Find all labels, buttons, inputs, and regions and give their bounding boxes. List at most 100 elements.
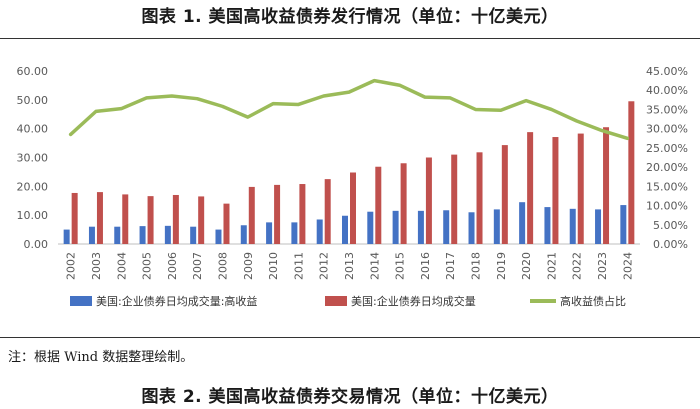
legend-swatch [325,296,347,306]
right-tick-label: 15.00% [646,180,688,193]
left-tick-label: 60.00 [17,65,49,78]
x-tick-label: 2007 [191,252,204,280]
bar-corporate-2010 [274,184,281,244]
line-high-yield-share [68,78,630,141]
bar-high-yield-2017 [443,210,450,244]
left-tick-label: 50.00 [17,94,49,107]
bar-corporate-2024 [628,101,635,245]
x-tick-label: 2014 [368,252,381,280]
bar-corporate-2004 [122,194,129,244]
bar-corporate-2015 [400,163,407,244]
bar-corporate-2011 [299,184,306,244]
bar-high-yield-2019 [493,209,500,244]
x-tick-label: 2003 [90,252,103,280]
right-tick-label: 45.00% [646,65,688,78]
x-tick-label: 2002 [65,252,78,280]
bar-corporate-2013 [350,172,356,244]
bar-corporate-2017 [451,154,458,244]
left-tick-label: 30.00 [17,152,49,165]
bar-corporate-2008 [223,203,230,244]
bar-corporate-2020 [527,132,534,244]
bottom-rule [0,337,700,338]
right-tick-label: 0.00% [653,238,688,251]
x-tick-label: 2019 [495,252,508,280]
bar-high-yield-2002 [63,229,70,244]
bar-high-yield-2005 [139,226,146,244]
top-rule [0,38,700,39]
bar-high-yield-2022 [569,208,576,244]
bar-high-yield-2012 [316,219,323,244]
bar-corporate-2009 [248,186,255,244]
x-tick-label: 2008 [216,252,229,280]
left-tick-label: 10.00 [17,209,49,222]
x-tick-label: 2011 [292,252,305,280]
bar-corporate-2016 [425,157,432,244]
bar-corporate-2018 [476,152,483,244]
x-tick-label: 2016 [419,252,432,280]
x-tick-label: 2020 [520,252,533,280]
x-tick-label: 2023 [596,252,609,280]
bar-high-yield-2020 [519,202,526,244]
x-tick-label: 2024 [621,252,634,280]
bar-corporate-2022 [577,133,584,244]
bar-high-yield-2010 [266,222,273,244]
bar-high-yield-2009 [240,225,247,244]
bar-corporate-2014 [375,166,382,244]
x-tick-label: 2009 [242,252,255,280]
x-tick-label: 2004 [115,252,128,280]
bar-high-yield-2023 [595,209,602,244]
x-axis-labels: 2002 2003 2004 2005 2006 2007 2008 2009 2010 2011… [65,252,635,280]
bar-high-yield-2021 [544,207,551,244]
bar-corporate-2012 [324,179,331,244]
bar-high-yield-2003 [88,226,95,244]
x-tick-label: 2017 [444,252,457,280]
bar-high-yield-2006 [164,225,171,244]
combo-chart: 0.00 10.00 20.00 30.00 40.00 50.00 60.00 0.00%… [17,65,689,308]
legend-swatch [70,296,92,306]
bar-corporate-2006 [172,194,179,244]
left-tick-label: 40.00 [17,123,49,136]
left-tick-label: 0.00 [24,238,49,251]
left-axis: 0.00 10.00 20.00 30.00 40.00 50.00 60.00 [17,65,49,251]
legend-label: 美国:企业债券日均成交量:高收益 [96,294,257,308]
bar-corporate-2021 [552,137,559,244]
x-tick-label: 2012 [318,252,331,280]
bar-corporate-2019 [501,145,508,244]
x-tick-label: 2022 [571,252,584,280]
bar-corporate-2007 [198,196,205,244]
source-note: 注：根据 Wind 数据整理绘制。 [8,350,194,365]
bar-high-yield-2004 [114,226,121,244]
x-tick-label: 2015 [394,252,407,280]
bars-group [63,101,635,245]
bar-corporate-2003 [96,192,103,244]
bar-high-yield-2008 [215,229,222,244]
right-tick-label: 20.00% [646,161,688,174]
right-axis: 0.00% 5.00% 10.00% 15.00% 20.00% 25.00% 30.00%… [646,65,688,251]
bar-high-yield-2015 [392,210,399,244]
bar-high-yield-2014 [367,211,374,244]
next-figure-title: 图表 2. 美国高收益债券交易情况（单位：十亿美元） [141,387,559,407]
figure-title: 图表 1. 美国高收益债券发行情况（单位：十亿美元） [141,7,559,27]
right-tick-label: 40.00% [646,84,688,97]
left-tick-label: 20.00 [17,180,49,193]
bar-high-yield-2018 [468,212,475,244]
x-tick-label: 2021 [545,252,558,280]
x-tick-label: 2010 [267,252,280,280]
right-tick-label: 25.00% [646,142,688,155]
bar-high-yield-2007 [190,226,197,244]
bar-corporate-2023 [603,127,610,244]
right-tick-label: 10.00% [646,200,688,213]
legend-label: 高收益债占比 [560,294,626,308]
x-tick-label: 2013 [343,252,356,280]
right-tick-label: 30.00% [646,123,688,136]
right-tick-label: 35.00% [646,103,688,116]
legend-label: 美国:企业债券日均成交量 [351,294,476,308]
x-tick-label: 2005 [141,252,154,280]
bar-high-yield-2016 [417,210,424,244]
line-group [68,78,630,141]
bar-high-yield-2013 [342,215,348,244]
legend: 美国:企业债券日均成交量:高收益 美国:企业债券日均成交量 高收益债占比 [70,294,626,308]
bar-high-yield-2011 [291,222,298,244]
bar-corporate-2005 [147,196,154,244]
x-tick-label: 2006 [166,252,179,280]
